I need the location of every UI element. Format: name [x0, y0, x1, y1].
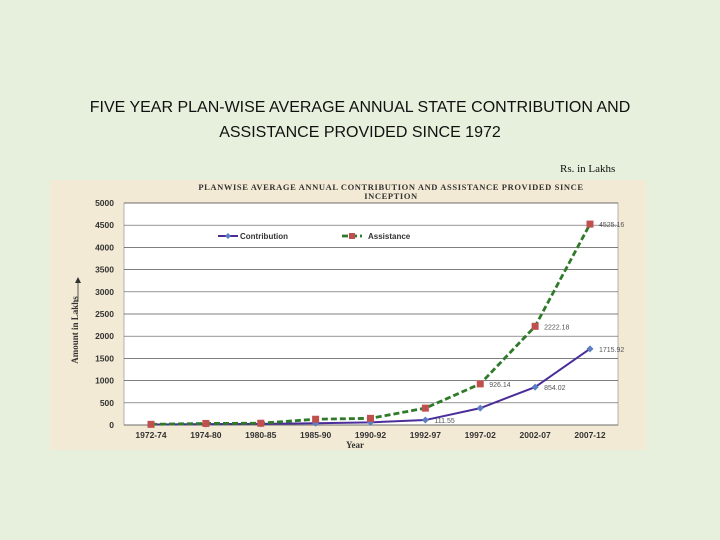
assistance-point [257, 419, 265, 427]
slide-title-line-2: ASSISTANCE PROVIDED SINCE 1972 [219, 124, 501, 141]
chart-panel: PLANWISE AVERAGE ANNUAL CONTRIBUTION AND… [50, 180, 646, 450]
x-tick-label: 2007-12 [574, 430, 605, 440]
x-tick-label: 2002-07 [520, 430, 551, 440]
y-tick-label: 2500 [95, 309, 114, 319]
chart-title-line-1: PLANWISE AVERAGE ANNUAL CONTRIBUTION AND… [198, 182, 583, 192]
y-tick-label: 4000 [95, 242, 114, 252]
assistance-data-label: 4525.16 [599, 222, 624, 229]
contribution-point [531, 383, 539, 391]
y-tick-label: 1500 [95, 353, 114, 363]
assistance-point [367, 414, 374, 422]
line-chart: PLANWISE AVERAGE ANNUAL CONTRIBUTION AND… [70, 182, 624, 450]
assistance-data-label: 926.14 [489, 382, 511, 389]
y-tick-label: 3000 [95, 287, 114, 297]
unit-note: Rs. in Lakhs [560, 163, 616, 175]
contribution-data-label: 1715.92 [599, 347, 624, 354]
assistance-point [421, 404, 429, 412]
assistance-data-label: 2222.18 [544, 324, 569, 331]
contribution-point [476, 404, 484, 412]
assistance-point [312, 415, 320, 423]
assistance-point [476, 380, 484, 388]
slide-title: FIVE YEAR PLAN-WISE AVERAGE ANNUAL STATE… [40, 95, 680, 145]
assistance-legend-label: Assistance [368, 232, 411, 241]
slide-title-line-1: FIVE YEAR PLAN-WISE AVERAGE ANNUAL STATE… [89, 99, 631, 116]
assistance-point [531, 322, 539, 330]
assistance-point [147, 420, 155, 428]
x-tick-label: 1980-85 [245, 430, 276, 440]
x-tick-label: 1992-97 [410, 430, 441, 440]
y-axis-title: Amount in Lakhs [70, 296, 80, 364]
x-tick-label: 1990-92 [355, 430, 386, 440]
y-axis-arrowhead [75, 277, 81, 283]
y-tick-label: 1000 [95, 376, 114, 386]
y-tick-label: 3500 [95, 265, 114, 275]
contribution-point [586, 345, 594, 353]
assistance-point [586, 220, 594, 228]
y-tick-label: 500 [100, 398, 114, 408]
y-tick-label: 4500 [95, 220, 114, 230]
y-tick-label: 5000 [95, 198, 114, 208]
x-tick-label: 1972-74 [135, 430, 166, 440]
chart-title-line-2: INCEPTION [364, 191, 418, 201]
x-axis-title: Year [346, 440, 364, 450]
contribution-legend-marker [225, 233, 231, 239]
x-tick-label: 1997-02 [465, 430, 496, 440]
assistance-legend-marker [349, 233, 355, 239]
contribution-data-label: 111.55 [434, 418, 454, 425]
contribution-point [421, 416, 429, 424]
contribution-data-label: 854.02 [544, 385, 566, 392]
y-tick-label: 0 [109, 420, 114, 430]
x-tick-label: 1985-90 [300, 430, 331, 440]
x-tick-label: 1974-80 [190, 430, 221, 440]
y-tick-label: 2000 [95, 331, 114, 341]
assistance-point [202, 419, 210, 427]
contribution-legend-label: Contribution [240, 232, 288, 241]
